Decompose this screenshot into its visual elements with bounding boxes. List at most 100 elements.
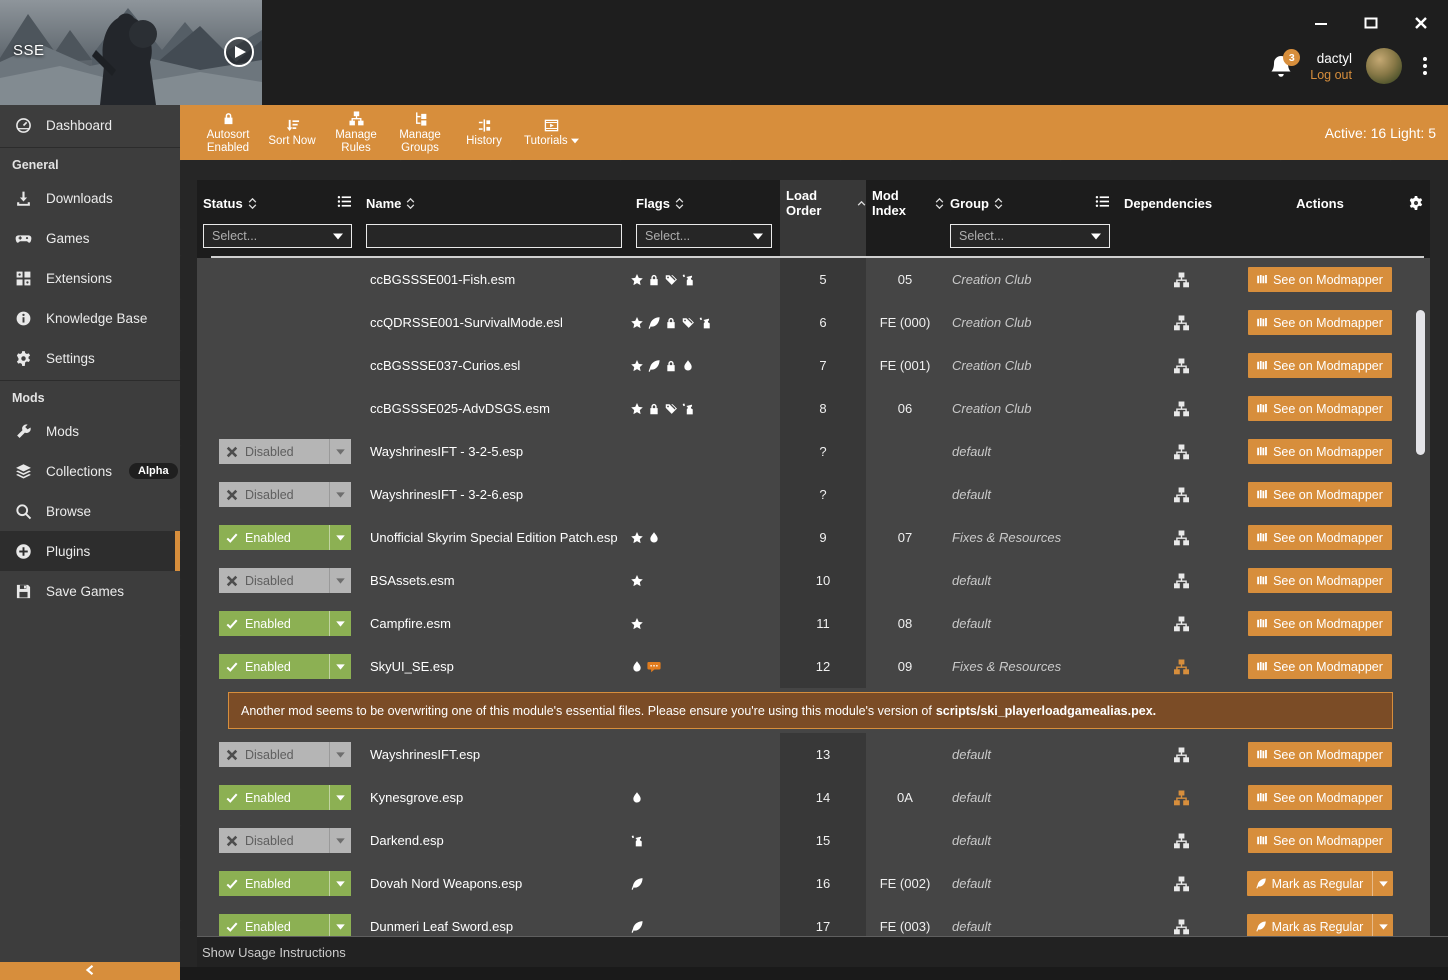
overflow-menu-icon[interactable] xyxy=(1416,53,1434,79)
see-on-modmapper-button[interactable]: See on Modmapper xyxy=(1248,353,1392,378)
table-settings-gear-icon[interactable] xyxy=(1401,195,1430,211)
dependencies-sitemap-icon[interactable] xyxy=(1173,659,1190,675)
caret-down-icon[interactable] xyxy=(329,871,351,896)
show-usage-instructions-toggle[interactable]: Show Usage Instructions xyxy=(197,936,1448,967)
toolbar-autosort-button[interactable]: Autosort Enabled xyxy=(196,105,260,160)
toolbar-manage-groups-button[interactable]: Manage Groups xyxy=(388,105,452,160)
flags-filter-select[interactable]: Select... xyxy=(636,224,772,248)
dependencies-sitemap-icon[interactable] xyxy=(1173,358,1190,374)
actions-cell: See on Modmapper xyxy=(1245,602,1395,645)
sidebar-item-dashboard[interactable]: Dashboard xyxy=(0,105,180,145)
check-icon xyxy=(219,532,245,544)
caret-down-icon[interactable] xyxy=(329,611,351,636)
sidebar-item-mods[interactable]: Mods xyxy=(0,411,180,451)
caret-down-icon[interactable] xyxy=(329,742,351,767)
caret-down-icon[interactable] xyxy=(329,439,351,464)
mark-as-regular-button[interactable]: Mark as Regular xyxy=(1247,871,1394,896)
maximize-icon[interactable] xyxy=(1358,12,1384,34)
game-banner[interactable]: SSE xyxy=(0,0,262,105)
see-on-modmapper-button[interactable]: See on Modmapper xyxy=(1248,439,1392,464)
notifications-bell-icon[interactable]: 3 xyxy=(1268,51,1296,81)
avatar[interactable] xyxy=(1366,48,1402,84)
column-options-list-icon[interactable] xyxy=(1095,195,1110,211)
close-icon[interactable] xyxy=(1408,12,1434,34)
toolbar-history-button[interactable]: History xyxy=(452,105,516,160)
plugin-enabled-toggle[interactable]: Enabled xyxy=(219,785,351,810)
plugin-enabled-toggle[interactable]: Enabled xyxy=(219,871,351,896)
see-on-modmapper-button[interactable]: See on Modmapper xyxy=(1248,310,1392,335)
x-icon xyxy=(219,749,245,761)
plugin-enabled-toggle[interactable]: Enabled xyxy=(219,525,351,550)
see-on-modmapper-button[interactable]: See on Modmapper xyxy=(1248,828,1392,853)
plugin-disabled-toggle[interactable]: Disabled xyxy=(219,568,351,593)
dependencies-sitemap-icon[interactable] xyxy=(1173,919,1190,935)
caret-down-icon[interactable] xyxy=(329,785,351,810)
dependencies-sitemap-icon[interactable] xyxy=(1173,487,1190,503)
toolbar-tutorials-button[interactable]: Tutorials xyxy=(516,105,587,160)
dependencies-sitemap-icon[interactable] xyxy=(1173,747,1190,763)
see-on-modmapper-button[interactable]: See on Modmapper xyxy=(1248,611,1392,636)
plugin-disabled-toggle[interactable]: Disabled xyxy=(219,439,351,464)
dependencies-sitemap-icon[interactable] xyxy=(1173,444,1190,460)
minimize-icon[interactable] xyxy=(1308,12,1334,34)
caret-down-icon[interactable] xyxy=(329,568,351,593)
sidebar-item-settings[interactable]: Settings xyxy=(0,338,180,378)
toolbar-sort-now-button[interactable]: Sort Now xyxy=(260,105,324,160)
toolbar-manage-rules-button[interactable]: Manage Rules xyxy=(324,105,388,160)
sidebar-item-knowledge-base[interactable]: Knowledge Base xyxy=(0,298,180,338)
toolbar-manage-groups-label: Manage Groups xyxy=(399,129,441,155)
dependencies-sitemap-icon[interactable] xyxy=(1173,530,1190,546)
see-on-modmapper-button[interactable]: See on Modmapper xyxy=(1248,267,1392,292)
see-on-modmapper-button[interactable]: See on Modmapper xyxy=(1248,482,1392,507)
dependencies-sitemap-icon[interactable] xyxy=(1173,272,1190,288)
status-filter-select[interactable]: Select... xyxy=(203,224,352,248)
see-on-modmapper-button[interactable]: See on Modmapper xyxy=(1248,568,1392,593)
column-header-name[interactable]: Name xyxy=(360,180,630,220)
caret-down-icon[interactable] xyxy=(329,525,351,550)
sidebar-item-extensions[interactable]: Extensions xyxy=(0,258,180,298)
see-on-modmapper-button[interactable]: See on Modmapper xyxy=(1248,742,1392,767)
sidebar-item-downloads[interactable]: Downloads xyxy=(0,178,180,218)
dependencies-sitemap-icon[interactable] xyxy=(1173,573,1190,589)
plugin-disabled-toggle[interactable]: Disabled xyxy=(219,742,351,767)
see-on-modmapper-button[interactable]: See on Modmapper xyxy=(1248,785,1392,810)
sidebar-item-label: Browse xyxy=(46,504,91,519)
dependencies-sitemap-icon[interactable] xyxy=(1173,401,1190,417)
column-options-list-icon[interactable] xyxy=(337,195,352,211)
plugin-enabled-toggle[interactable]: Enabled xyxy=(219,611,351,636)
dependencies-sitemap-icon[interactable] xyxy=(1173,833,1190,849)
action-caret-button[interactable] xyxy=(1372,871,1393,896)
play-icon[interactable] xyxy=(224,37,254,67)
caret-down-icon[interactable] xyxy=(329,654,351,679)
dependencies-sitemap-icon[interactable] xyxy=(1173,876,1190,892)
dependencies-sitemap-icon[interactable] xyxy=(1173,315,1190,331)
see-on-modmapper-button[interactable]: See on Modmapper xyxy=(1248,654,1392,679)
column-header-load_order[interactable]: Load Order xyxy=(780,180,866,220)
modmapper-icon xyxy=(1248,316,1273,329)
logout-link[interactable]: Log out xyxy=(1310,68,1352,82)
caret-down-icon[interactable] xyxy=(329,828,351,853)
sidebar-item-browse[interactable]: Browse xyxy=(0,491,180,531)
group-filter-select[interactable]: Select... xyxy=(950,224,1110,248)
plugin-disabled-toggle[interactable]: Disabled xyxy=(219,482,351,507)
see-on-modmapper-button[interactable]: See on Modmapper xyxy=(1248,396,1392,421)
gamepad-icon xyxy=(14,229,33,248)
sidebar-collapse-button[interactable] xyxy=(0,962,180,980)
column-header-group[interactable]: Group xyxy=(944,180,1118,220)
plugin-enabled-toggle[interactable]: Enabled xyxy=(219,654,351,679)
dependencies-sitemap-icon[interactable] xyxy=(1173,616,1190,632)
sidebar-item-games[interactable]: Games xyxy=(0,218,180,258)
column-header-flags[interactable]: Flags xyxy=(630,180,780,220)
info-icon xyxy=(14,309,33,328)
see-on-modmapper-button[interactable]: See on Modmapper xyxy=(1248,525,1392,550)
column-header-mod_index[interactable]: Mod Index xyxy=(866,180,944,220)
sidebar-item-collections[interactable]: Collections Alpha xyxy=(0,451,180,491)
sidebar-item-save-games[interactable]: Save Games xyxy=(0,571,180,611)
caret-down-icon[interactable] xyxy=(329,482,351,507)
name-filter-input[interactable] xyxy=(366,224,622,248)
column-header-status[interactable]: Status xyxy=(197,180,360,220)
plugin-disabled-toggle[interactable]: Disabled xyxy=(219,828,351,853)
dependencies-sitemap-icon[interactable] xyxy=(1173,790,1190,806)
vertical-scrollbar[interactable] xyxy=(1416,310,1425,455)
sidebar-item-plugins[interactable]: Plugins xyxy=(0,531,180,571)
